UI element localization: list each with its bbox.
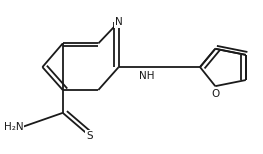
- Text: H₂N: H₂N: [4, 122, 23, 132]
- Text: N: N: [115, 17, 123, 27]
- Text: NH: NH: [139, 71, 154, 81]
- Text: O: O: [211, 89, 219, 99]
- Text: S: S: [86, 131, 93, 141]
